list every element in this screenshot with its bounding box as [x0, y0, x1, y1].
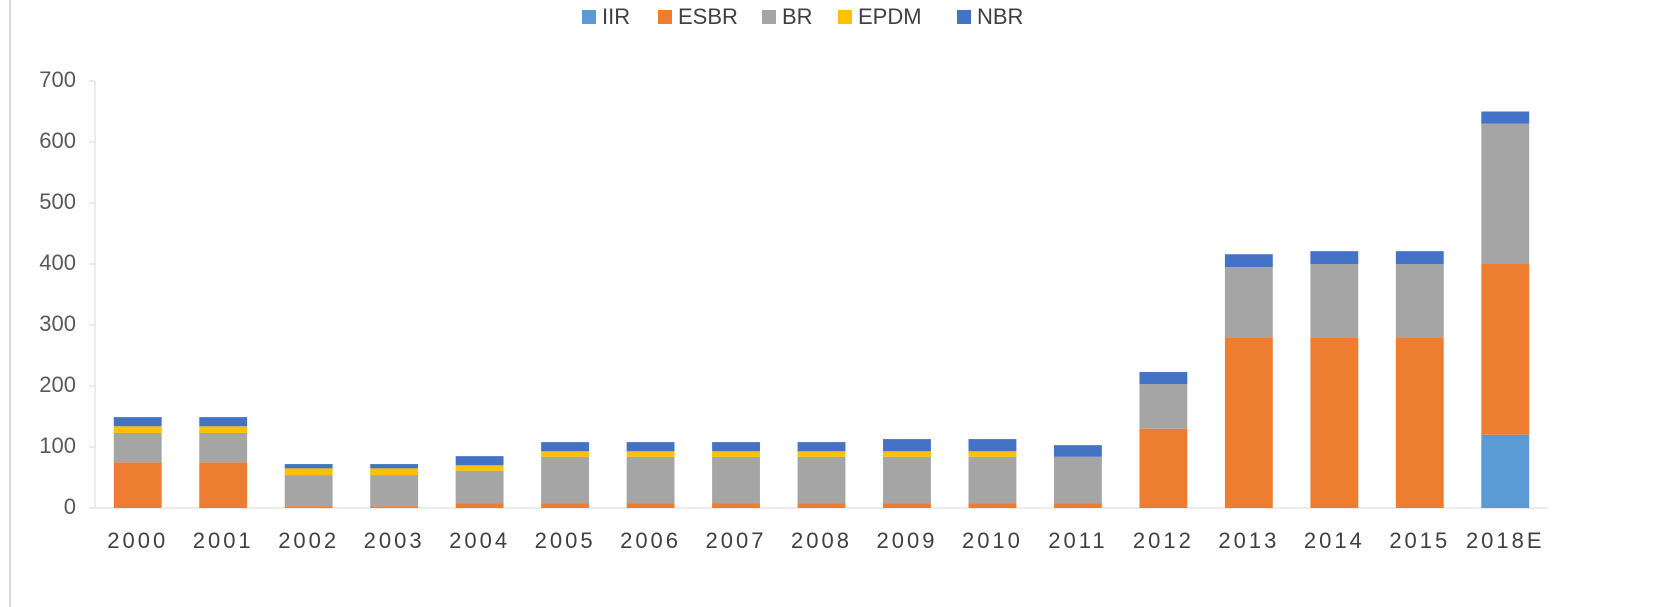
x-tick-label: 2015: [1389, 528, 1450, 553]
bar-segment: [968, 456, 1017, 504]
bar-segment: [1481, 434, 1530, 508]
bar-segment: [199, 417, 248, 427]
bar-segment: [113, 426, 162, 433]
bar-segment: [455, 456, 504, 466]
legend-label: IIR: [602, 4, 630, 29]
bar-segment: [370, 475, 419, 507]
bar-segment: [113, 462, 162, 508]
bar-segment: [1139, 371, 1188, 385]
bar-segment: [455, 465, 504, 471]
x-tick-label: 2002: [278, 528, 339, 553]
x-tick-label: 2013: [1218, 528, 1279, 553]
y-tick-label: 100: [39, 433, 76, 458]
bar-segment: [1053, 503, 1102, 508]
x-tick-label: 2001: [193, 528, 254, 553]
bar-segment: [1224, 254, 1273, 268]
bar-segment: [370, 468, 419, 476]
bar-segment: [113, 432, 162, 463]
bar-segment: [284, 475, 333, 507]
bar-segment: [370, 506, 419, 508]
legend-label: ESBR: [678, 4, 738, 29]
bar-segment: [797, 503, 846, 508]
bar-segment: [284, 468, 333, 476]
bar-segment: [883, 456, 931, 504]
bar-segment: [541, 451, 590, 457]
x-tick-label: 2014: [1304, 528, 1365, 553]
bar-segment: [370, 464, 419, 469]
x-tick-label: 2007: [706, 528, 767, 553]
bar-segment: [968, 451, 1017, 457]
bar-segment: [712, 451, 760, 457]
bar-segment: [284, 506, 333, 508]
bar-segment: [1481, 111, 1530, 124]
bar-segment: [1395, 251, 1444, 264]
bar-segment: [1310, 264, 1359, 338]
legend-swatch: [838, 10, 852, 24]
bar-segment: [712, 456, 760, 504]
x-tick-label: 2010: [962, 528, 1023, 553]
x-tick-label: 2003: [364, 528, 425, 553]
bar-segment: [712, 442, 760, 452]
legend-swatch: [957, 10, 971, 24]
bar-segment: [1481, 123, 1530, 264]
bar-segment: [1053, 456, 1102, 504]
bar-segment: [712, 503, 760, 508]
legend-label: BR: [782, 4, 813, 29]
bar-segment: [968, 439, 1017, 452]
bar-segment: [626, 503, 675, 508]
bar-segment: [199, 462, 248, 508]
y-tick-label: 600: [39, 128, 76, 153]
bar-segment: [883, 503, 931, 508]
bar-segment: [455, 470, 504, 504]
bar-segment: [199, 426, 248, 433]
legend-label: EPDM: [858, 4, 922, 29]
x-tick-label: 2006: [620, 528, 681, 553]
x-tick-label: 2004: [449, 528, 510, 553]
bar-segment: [1310, 337, 1359, 508]
x-tick-label: 2008: [791, 528, 852, 553]
bar-segment: [883, 451, 931, 457]
x-tick-label: 2009: [876, 528, 937, 553]
bar-segment: [797, 456, 846, 504]
legend-swatch: [582, 10, 596, 24]
x-tick-label: 2012: [1133, 528, 1194, 553]
y-tick-label: 300: [39, 311, 76, 336]
y-tick-label: 500: [39, 189, 76, 214]
x-tick-label: 2005: [535, 528, 596, 553]
bar-segment: [541, 503, 590, 508]
bar-segment: [1310, 251, 1359, 264]
y-tick-label: 0: [64, 494, 76, 519]
bar-segment: [1139, 428, 1188, 508]
y-tick-label: 700: [39, 67, 76, 92]
y-tick-label: 400: [39, 250, 76, 275]
bar-segment: [541, 456, 590, 504]
x-tick-label: 2018E: [1466, 528, 1545, 553]
bar-segment: [1224, 337, 1273, 508]
legend-label: NBR: [977, 4, 1023, 29]
bar-segment: [797, 451, 846, 457]
bar-segment: [626, 456, 675, 504]
bar-segment: [541, 442, 590, 452]
bar-segment: [455, 503, 504, 508]
bar-segment: [968, 503, 1017, 508]
y-tick-label: 200: [39, 372, 76, 397]
x-tick-label: 2000: [107, 528, 168, 553]
bar-segment: [284, 464, 333, 469]
bar-segment: [797, 442, 846, 452]
bar-segment: [1053, 445, 1102, 457]
bar-segment: [1224, 267, 1273, 338]
bar-segment: [1139, 384, 1188, 429]
bar-segment: [199, 432, 248, 463]
bar-segment: [113, 417, 162, 427]
bar-segment: [883, 439, 931, 452]
legend-swatch: [762, 10, 776, 24]
bar-segment: [1395, 337, 1444, 508]
bar-segment: [626, 451, 675, 457]
legend-swatch: [658, 10, 672, 24]
bar-segment: [626, 442, 675, 452]
x-tick-label: 2011: [1048, 528, 1107, 553]
bar-segment: [1395, 264, 1444, 338]
bar-segment: [1481, 264, 1530, 435]
